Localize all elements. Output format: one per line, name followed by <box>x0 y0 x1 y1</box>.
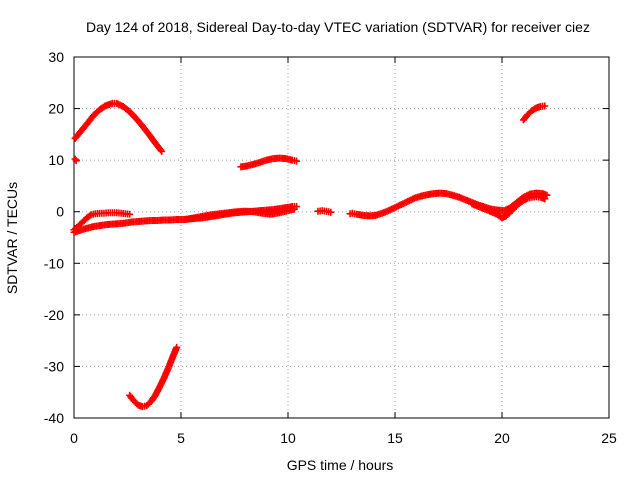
series-band-zero-f <box>468 193 549 222</box>
x-axis-title: GPS time / hours <box>287 457 394 473</box>
data-point <box>158 147 166 155</box>
data-point <box>541 195 549 203</box>
chart-title: Day 124 of 2018, Sidereal Day-to-day VTE… <box>86 19 590 35</box>
series-band-zero-d <box>314 207 335 216</box>
y-tick-label: 20 <box>48 101 64 117</box>
plot-frame <box>73 56 610 419</box>
data-point <box>157 146 165 154</box>
data-point <box>543 191 551 199</box>
series-arc-late-20 <box>519 102 549 124</box>
data-point <box>126 210 134 218</box>
x-tick-label: 5 <box>177 430 185 446</box>
data-point <box>71 155 79 163</box>
series-arc-mid-10 <box>237 154 301 171</box>
x-tick-label: 10 <box>280 430 296 446</box>
data-point <box>541 102 549 110</box>
x-tick-label: 20 <box>494 430 510 446</box>
axis-ticks: 0 5 10 15 20 25 -40 -30 -20 -10 0 10 20 30 <box>44 49 617 446</box>
series-arc-upper-early <box>71 99 166 155</box>
data-points <box>70 99 551 411</box>
y-tick-label: -30 <box>44 358 64 374</box>
data-point <box>173 343 181 351</box>
y-tick-label: 0 <box>56 204 64 220</box>
x-tick-label: 25 <box>601 430 617 446</box>
data-point <box>72 157 80 165</box>
y-tick-label: -10 <box>44 255 64 271</box>
y-tick-label: -20 <box>44 307 64 323</box>
series-arc-negative <box>126 343 181 411</box>
data-point <box>327 208 335 216</box>
data-point <box>86 212 94 220</box>
y-tick-label: 10 <box>48 152 64 168</box>
y-axis-title: SDTVAR / TECUs <box>4 182 20 294</box>
y-tick-label: -40 <box>44 410 64 426</box>
x-tick-label: 15 <box>387 430 403 446</box>
series-point-early <box>71 155 80 165</box>
series-band-zero-c <box>181 205 298 223</box>
x-tick-label: 0 <box>70 430 78 446</box>
data-point <box>293 157 301 165</box>
grid <box>74 57 609 418</box>
data-point <box>290 205 298 213</box>
y-tick-label: 30 <box>48 49 64 65</box>
